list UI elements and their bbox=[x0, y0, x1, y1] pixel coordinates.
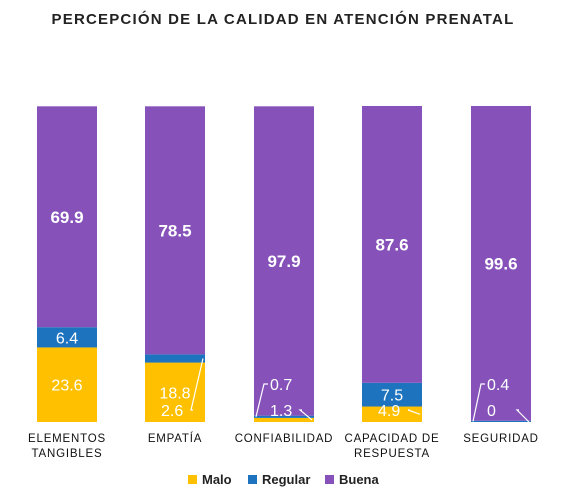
bar-buena-4 bbox=[362, 106, 422, 383]
value-label-buena-4: 87.6 bbox=[375, 235, 408, 254]
legend-label-malo: Malo bbox=[202, 472, 232, 487]
bar-buena-1 bbox=[37, 106, 97, 328]
legend-label-buena: Buena bbox=[339, 472, 380, 487]
value-label-malo-5: 0 bbox=[487, 403, 496, 420]
legend-item-buena: Buena bbox=[325, 472, 380, 487]
category-label-4-line-1: CAPACIDAD DE bbox=[344, 433, 439, 445]
category-label-1-line-1: ELEMENTOS bbox=[28, 433, 106, 445]
legend-swatch-malo bbox=[188, 475, 197, 484]
value-label-regular-4: 7.5 bbox=[381, 388, 403, 405]
value-label-malo-4: 4.9 bbox=[378, 403, 400, 420]
value-label-regular-3: 0.7 bbox=[270, 377, 292, 394]
bar-buena-3 bbox=[254, 106, 314, 416]
value-label-buena-3: 97.9 bbox=[267, 252, 300, 271]
leader-line-malo-4 bbox=[407, 409, 421, 415]
bar-buena-5 bbox=[471, 106, 531, 421]
bar-malo-4 bbox=[362, 406, 422, 422]
value-label-regular-2: 2.6 bbox=[161, 403, 183, 420]
value-label-malo-3: 1.3 bbox=[270, 403, 292, 420]
legend-item-regular: Regular bbox=[248, 472, 310, 487]
value-label-buena-5: 99.6 bbox=[484, 254, 517, 273]
value-label-regular-1: 6.4 bbox=[56, 330, 78, 347]
bar-regular-5 bbox=[471, 420, 531, 422]
value-label-malo-2: 18.8 bbox=[159, 385, 190, 402]
bar-malo-1 bbox=[37, 347, 97, 422]
value-label-buena-1: 69.9 bbox=[50, 208, 83, 227]
leader-line-regular-2 bbox=[190, 358, 204, 411]
leader-line-regular-3 bbox=[255, 383, 268, 417]
bar-buena-2 bbox=[145, 106, 205, 355]
category-label-3-line-1: CONFIABILIDAD bbox=[235, 433, 334, 445]
value-label-buena-2: 78.5 bbox=[158, 221, 191, 240]
legend-label-regular: Regular bbox=[262, 472, 310, 487]
value-label-regular-5: 0.4 bbox=[487, 377, 509, 394]
bar-regular-2 bbox=[145, 354, 205, 363]
legend-swatch-regular bbox=[248, 475, 257, 484]
chart-title: PERCEPCIÓN DE LA CALIDAD EN ATENCIÓN PRE… bbox=[52, 10, 515, 28]
value-label-malo-1: 23.6 bbox=[51, 378, 82, 395]
category-label-2-line-1: EMPATÍA bbox=[148, 432, 202, 445]
bar-malo-3 bbox=[254, 417, 314, 422]
bar-regular-4 bbox=[362, 382, 422, 407]
category-label-5-line-1: SEGURIDAD bbox=[463, 433, 539, 445]
category-label-1-line-2: TANGIBLES bbox=[32, 448, 103, 460]
leader-line-malo-5 bbox=[515, 409, 530, 423]
leader-line-malo-3 bbox=[298, 409, 313, 421]
leader-line-regular-5 bbox=[472, 383, 485, 422]
legend: Malo Regular Buena bbox=[188, 472, 380, 487]
category-label-4-line-2: RESPUESTA bbox=[354, 448, 430, 460]
legend-item-malo: Malo bbox=[188, 472, 232, 487]
legend-swatch-buena bbox=[325, 475, 334, 484]
bar-regular-3 bbox=[254, 415, 314, 418]
bar-regular-1 bbox=[37, 327, 97, 348]
bars-group bbox=[37, 106, 531, 422]
labels-group: 23.6 6.4 69.9 ELEMENTOS TANGIBLES 18.82.6 78.5… bbox=[28, 208, 539, 460]
